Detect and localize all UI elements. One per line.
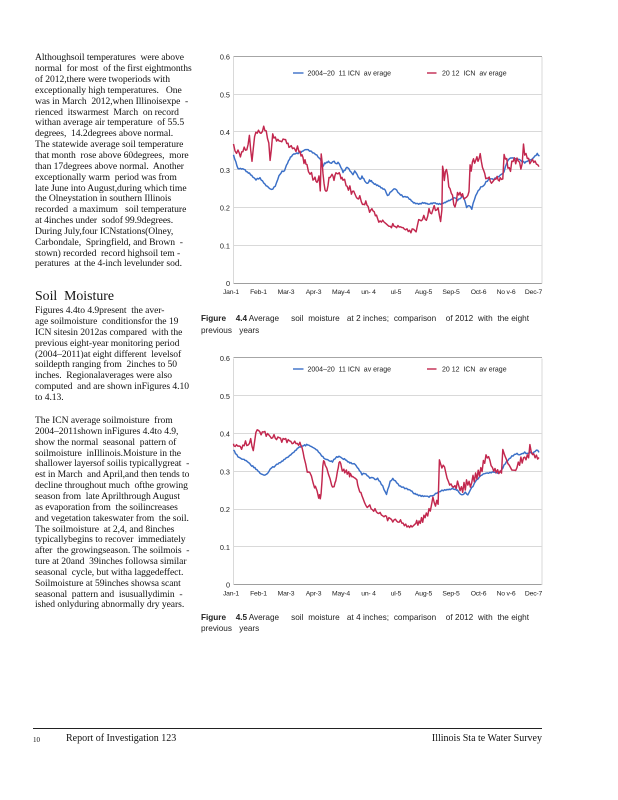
svg-text:Jan-1: Jan-1: [223, 591, 239, 598]
svg-text:Mar-3: Mar-3: [278, 591, 295, 598]
svg-text:2004–20 11 ICN av erage: 2004–20 11 ICN av erage: [308, 71, 392, 78]
svg-text:0.2: 0.2: [220, 204, 230, 213]
svg-text:Feb-1: Feb-1: [250, 289, 267, 296]
svg-text:20 12 ICN av erage: 20 12 ICN av erage: [442, 71, 507, 78]
svg-text:0.5: 0.5: [220, 90, 230, 99]
svg-text:0.1: 0.1: [220, 543, 230, 552]
svg-text:Sep-5: Sep-5: [442, 591, 460, 598]
svg-text:Aug-5: Aug-5: [415, 289, 433, 296]
svg-text:May-4: May-4: [332, 289, 350, 296]
svg-text:0.3: 0.3: [220, 166, 230, 175]
svg-text:May-4: May-4: [332, 591, 350, 598]
svg-text:2004–20 11 ICN av erage: 2004–20 11 ICN av erage: [308, 367, 392, 374]
svg-text:Oct-6: Oct-6: [471, 289, 487, 296]
svg-text:Dec-7: Dec-7: [525, 591, 543, 598]
svg-text:20 12 ICN av erage: 20 12 ICN av erage: [442, 367, 507, 374]
svg-text:ul-5: ul-5: [391, 591, 402, 598]
svg-text:0.2: 0.2: [220, 505, 230, 514]
svg-text:Dec-7: Dec-7: [525, 289, 543, 296]
svg-text:Mar-3: Mar-3: [278, 289, 295, 296]
svg-text:0.5: 0.5: [220, 392, 230, 401]
svg-text:Oct-6: Oct-6: [471, 591, 487, 598]
svg-text:ul-5: ul-5: [391, 289, 402, 296]
svg-text:un- 4: un- 4: [361, 591, 376, 598]
svg-text:0: 0: [226, 581, 230, 590]
svg-text:Feb-1: Feb-1: [250, 591, 267, 598]
svg-text:Apr-3: Apr-3: [306, 289, 322, 296]
svg-text:Aug-5: Aug-5: [415, 591, 433, 598]
svg-text:No v-6: No v-6: [497, 591, 516, 598]
svg-text:0.4: 0.4: [220, 430, 230, 439]
svg-text:Sep-5: Sep-5: [442, 289, 460, 296]
svg-text:0.6: 0.6: [220, 354, 230, 363]
svg-text:0: 0: [226, 279, 230, 288]
svg-text:0.1: 0.1: [220, 241, 230, 250]
svg-text:Apr-3: Apr-3: [306, 591, 322, 598]
svg-text:0.3: 0.3: [220, 467, 230, 476]
svg-text:No v-6: No v-6: [497, 289, 516, 296]
svg-text:0.4: 0.4: [220, 128, 230, 137]
svg-text:un- 4: un- 4: [361, 289, 376, 296]
svg-text:0.6: 0.6: [220, 53, 230, 62]
svg-text:Jan-1: Jan-1: [223, 289, 239, 296]
